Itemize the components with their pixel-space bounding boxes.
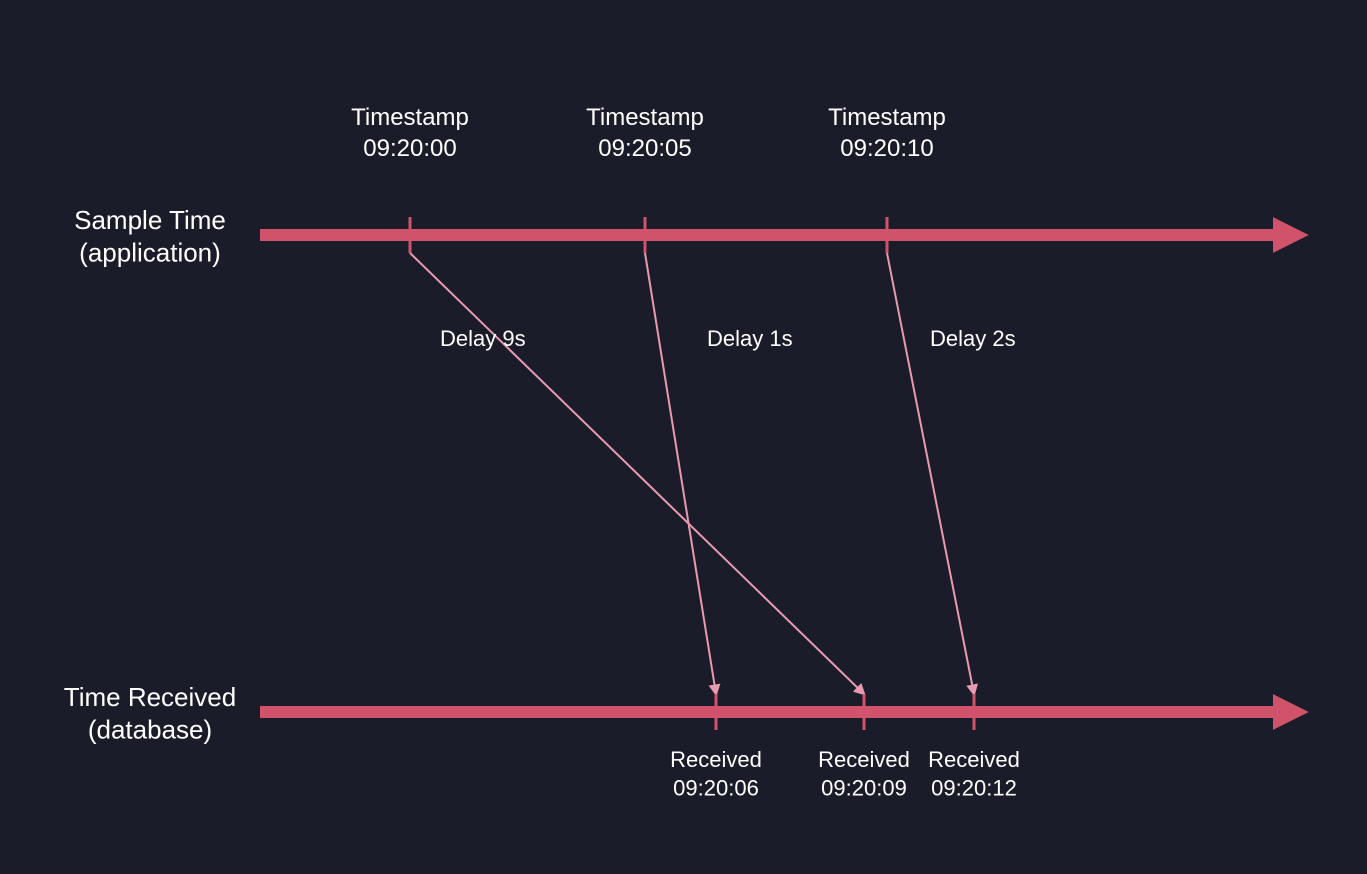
- top-axis-label: Sample Time(application): [74, 205, 226, 268]
- timestamp-label: Timestamp09:20:00: [351, 104, 469, 162]
- timestamp-label: Timestamp09:20:05: [586, 104, 704, 162]
- delay-connector: [645, 253, 716, 694]
- delay-label: Delay 2s: [930, 326, 1016, 351]
- received-label: Received09:20:12: [928, 747, 1020, 801]
- received-label: Received09:20:09: [818, 747, 910, 801]
- delay-label: Delay 9s: [440, 326, 526, 351]
- timestamp-label: Timestamp09:20:10: [828, 104, 946, 162]
- delay-connector: [410, 253, 864, 694]
- delay-label: Delay 1s: [707, 326, 793, 351]
- delay-connector: [887, 253, 974, 694]
- diagram-canvas: Sample Time(application) Time Received(da…: [0, 0, 1367, 874]
- received-label: Received09:20:06: [670, 747, 762, 801]
- bottom-axis-label: Time Received(database): [64, 682, 236, 745]
